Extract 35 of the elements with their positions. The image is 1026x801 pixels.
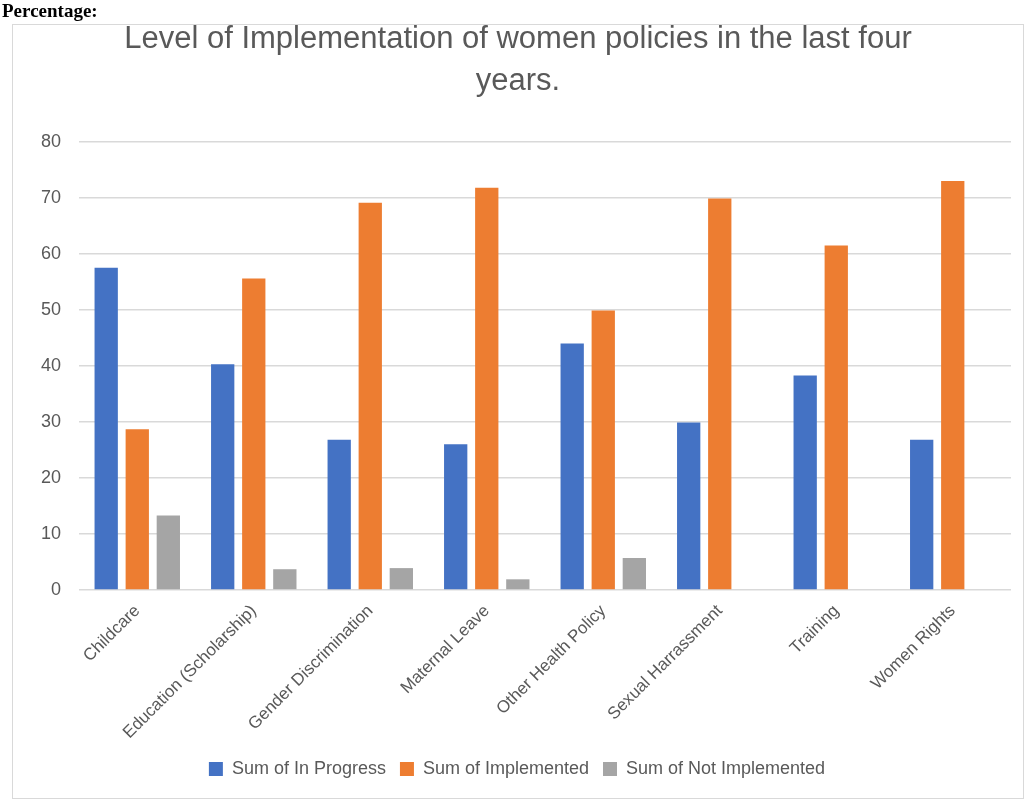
bar bbox=[211, 364, 235, 590]
y-tick-label: 50 bbox=[40, 298, 62, 319]
legend-label: Sum of Not Implemented bbox=[626, 757, 826, 778]
bar bbox=[358, 202, 382, 590]
bar bbox=[506, 579, 530, 590]
bar bbox=[708, 198, 732, 590]
chart-title: Level of Implementation of women policies in the last four years. bbox=[123, 19, 913, 99]
text: Percentage: bbox=[2, 0, 98, 22]
y-tick-label: 70 bbox=[40, 186, 62, 207]
bar bbox=[389, 568, 413, 590]
bar bbox=[910, 439, 934, 590]
legend-label: Sum of Implemented bbox=[422, 757, 590, 778]
y-tick-label: 40 bbox=[40, 354, 62, 375]
bar bbox=[242, 278, 266, 590]
bar bbox=[125, 429, 149, 590]
bar bbox=[156, 515, 180, 590]
bar bbox=[560, 343, 584, 590]
legend-label: Sum of In Progress bbox=[231, 757, 386, 778]
bar bbox=[273, 569, 297, 590]
y-tick-label: 30 bbox=[40, 410, 62, 431]
bar bbox=[941, 181, 965, 590]
bar bbox=[824, 245, 848, 590]
bar bbox=[591, 310, 615, 590]
bar bbox=[793, 375, 817, 590]
y-tick-label: 60 bbox=[40, 242, 62, 263]
y-tick-label: 80 bbox=[40, 130, 62, 151]
bar bbox=[622, 558, 646, 590]
bar bbox=[677, 422, 701, 590]
bar bbox=[327, 439, 351, 590]
y-tick-label: 10 bbox=[40, 522, 62, 543]
y-tick-label: 20 bbox=[40, 466, 62, 487]
bar bbox=[475, 187, 499, 590]
bar bbox=[94, 267, 118, 590]
bar bbox=[444, 444, 468, 590]
y-tick-label: 0 bbox=[51, 578, 62, 599]
